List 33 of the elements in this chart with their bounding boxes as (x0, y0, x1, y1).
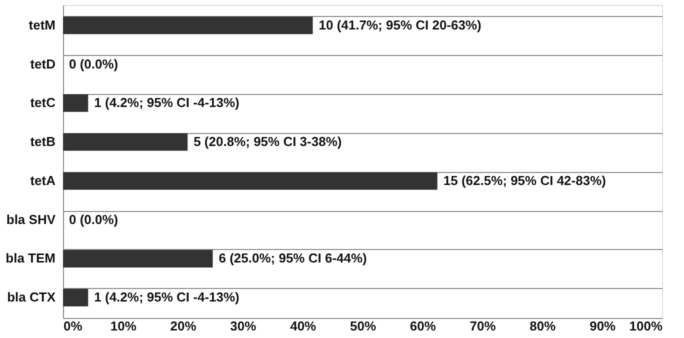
data-label: 0 (0.0%) (69, 56, 118, 72)
x-tick-label: 40% (290, 318, 317, 334)
data-label: 5 (20.8%; 95% CI 3-38%) (194, 134, 342, 150)
data-label: 15 (62.5%; 95% CI 42-83%) (443, 172, 606, 188)
data-label: 1 (4.2%; 95% CI -4-13%) (94, 95, 240, 110)
x-tick-label: 0% (64, 318, 83, 334)
data-label: 0 (0.0%) (69, 212, 118, 227)
x-tick-label: 70% (470, 318, 496, 334)
y-tick-label: tetA (30, 172, 56, 188)
x-tick-label: 30% (230, 318, 257, 334)
y-tick-label: tetM (28, 17, 56, 32)
y-tick-label: tetD (30, 56, 56, 72)
bar (63, 288, 88, 306)
x-tick-label: 80% (530, 318, 556, 334)
bar (63, 250, 213, 268)
data-label: 1 (4.2%; 95% CI -4-13%) (94, 290, 240, 305)
y-tick-label: tetC (30, 95, 56, 110)
bar (63, 172, 438, 190)
x-tick-label: 10% (110, 318, 137, 334)
bar (63, 94, 88, 112)
y-tick-label: bla CTX (7, 290, 56, 305)
x-tick-label: 50% (350, 318, 376, 334)
x-tick-label: 20% (170, 318, 197, 334)
data-label: 10 (41.7%; 95% CI 20-63%) (318, 17, 482, 32)
x-tick-label: 60% (410, 318, 436, 334)
x-tick-label: 100% (629, 318, 663, 334)
x-tick-label: 90% (590, 318, 616, 334)
y-tick-label: tetB (30, 134, 56, 150)
bar (63, 16, 313, 34)
bar (63, 133, 188, 151)
y-tick-label: bla SHV (6, 212, 56, 227)
data-label: 6 (25.0%; 95% CI 6-44%) (218, 250, 367, 266)
y-tick-label: bla TEM (6, 250, 56, 266)
